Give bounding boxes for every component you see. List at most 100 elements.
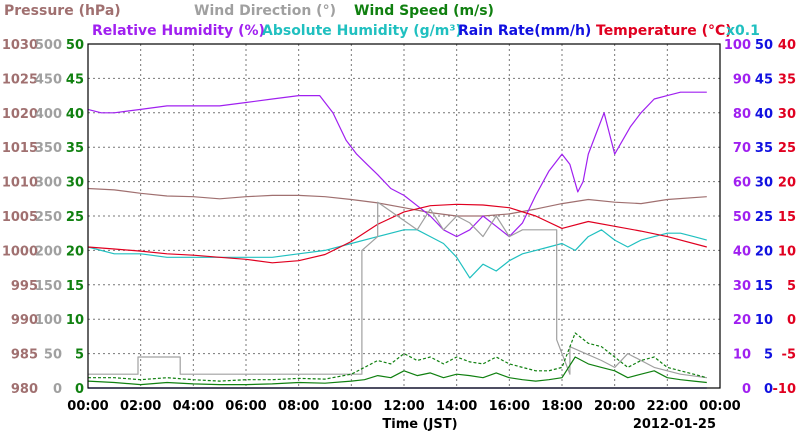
- tick-label-humidity: 80: [733, 107, 751, 122]
- tick-label-rain: 5: [764, 348, 773, 363]
- tick-label-wind_dir: 50: [44, 348, 62, 363]
- tick-label-rain: 25: [755, 210, 773, 225]
- tick-label-wind_speed: 25: [66, 210, 84, 225]
- tick-label-rain: 20: [755, 244, 773, 259]
- tick-label-rain: 15: [755, 279, 773, 294]
- tick-label-wind_dir: 200: [35, 244, 62, 259]
- x-tick-label: 16:00: [489, 399, 530, 414]
- tick-label-pressure: 1010: [2, 176, 38, 191]
- tick-label-pressure: 1020: [2, 107, 38, 122]
- legend-item: Wind Direction (°): [194, 3, 336, 19]
- legend-item: Temperature (°C): [596, 23, 732, 39]
- tick-label-wind_speed: 0: [75, 382, 84, 397]
- series-line-wind-direction: [88, 201, 707, 379]
- tick-label-pressure: 995: [11, 279, 38, 294]
- series-line-pressure: [87, 187, 707, 217]
- tick-label-wind_dir: 500: [35, 38, 62, 53]
- tick-label-humidity: 100: [724, 38, 751, 53]
- tick-label-wind_speed: 40: [66, 107, 84, 122]
- tick-label-wind_speed: 15: [66, 279, 84, 294]
- tick-label-wind_speed: 35: [66, 141, 84, 156]
- tick-label-wind_speed: 45: [66, 72, 84, 87]
- tick-label-pressure: 1025: [2, 72, 38, 87]
- tick-label-humidity: 50: [733, 210, 751, 225]
- tick-label-temperature: 30: [778, 107, 796, 122]
- x-tick-label: 08:00: [278, 399, 319, 414]
- tick-label-pressure: 1005: [2, 210, 38, 225]
- date-label: 2012-01-25: [633, 417, 716, 432]
- tick-label-temperature: 15: [778, 210, 796, 225]
- tick-label-wind_speed: 10: [66, 313, 84, 328]
- tick-label-rain: 40: [755, 107, 773, 122]
- tick-label-temperature: 20: [778, 176, 796, 191]
- tick-label-rain: 35: [755, 141, 773, 156]
- tick-label-rain: 30: [755, 176, 773, 191]
- x-tick-label: 00:00: [67, 399, 108, 414]
- plot-frame: [87, 43, 721, 389]
- x-tick-label: 00:00: [699, 399, 740, 414]
- tick-label-wind_speed: 50: [66, 38, 84, 53]
- tick-label-pressure: 980: [11, 382, 38, 397]
- tick-label-humidity: 60: [733, 176, 751, 191]
- series-line-absolute-humidity: [87, 229, 707, 279]
- tick-label-wind_dir: 250: [35, 210, 62, 225]
- tick-label-humidity: 10: [733, 348, 751, 363]
- tick-label-wind_speed: 20: [66, 244, 84, 259]
- tick-label-temperature: -10: [773, 382, 797, 397]
- tick-label-wind_speed: 30: [66, 176, 84, 191]
- series-line-wind-speed: [87, 356, 707, 386]
- tick-label-wind_dir: 400: [35, 107, 62, 122]
- tick-label-temperature: 10: [778, 244, 796, 259]
- tick-label-rain: 10: [755, 313, 773, 328]
- tick-label-temperature: 35: [778, 72, 796, 87]
- tick-label-wind_speed: 5: [75, 348, 84, 363]
- grid: [88, 44, 720, 388]
- tick-label-humidity: 20: [733, 313, 751, 328]
- tick-label-temperature: 40: [778, 38, 796, 53]
- tick-label-pressure: 1030: [2, 38, 38, 53]
- tick-label-rain: 0: [764, 382, 773, 397]
- tick-label-wind_dir: 150: [35, 279, 62, 294]
- tick-label-temperature: 0: [787, 313, 796, 328]
- x-tick-label: 18:00: [541, 399, 582, 414]
- tick-label-humidity: 40: [733, 244, 751, 259]
- tick-label-wind_dir: 100: [35, 313, 62, 328]
- tick-label-pressure: 1015: [2, 141, 38, 156]
- tick-label-rain: 45: [755, 72, 773, 87]
- tick-label-temperature: -5: [782, 348, 796, 363]
- tick-label-wind_dir: 0: [53, 382, 62, 397]
- x-axis-label: Time (JST): [382, 417, 457, 432]
- x-tick-label: 22:00: [647, 399, 688, 414]
- x-tick-label: 02:00: [120, 399, 161, 414]
- tick-label-rain: 50: [755, 38, 773, 53]
- tick-label-wind_dir: 300: [35, 176, 62, 191]
- series-line-wind-speed-max: [88, 332, 707, 382]
- legend-item: Rain Rate(mm/h): [458, 23, 591, 39]
- x-tick-label: 06:00: [225, 399, 266, 414]
- tick-label-temperature: 5: [787, 279, 796, 294]
- tick-label-pressure: 990: [11, 313, 38, 328]
- tick-label-humidity: 70: [733, 141, 751, 156]
- legend-item: Wind Speed (m/s): [354, 3, 494, 19]
- series-line-relative-humidity: [87, 91, 707, 238]
- series-line-temperature: [87, 203, 707, 264]
- tick-label-humidity: 0: [742, 382, 751, 397]
- tick-label-temperature: 25: [778, 141, 796, 156]
- tick-label-humidity: 30: [733, 279, 751, 294]
- x-tick-label: 12:00: [383, 399, 424, 414]
- tick-label-pressure: 1000: [2, 244, 38, 259]
- tick-label-wind_dir: 450: [35, 72, 62, 87]
- tick-label-humidity: 90: [733, 72, 751, 87]
- legend-item: Pressure (hPa): [4, 3, 121, 19]
- x-tick-label: 04:00: [173, 399, 214, 414]
- legend-item: x0.1: [726, 23, 760, 39]
- x-tick-label: 10:00: [331, 399, 372, 414]
- legend-item: Absolute Humidity (g/m³): [262, 23, 462, 39]
- legend-item: Relative Humidity (%): [92, 23, 265, 39]
- x-tick-label: 14:00: [436, 399, 477, 414]
- tick-label-wind_dir: 350: [35, 141, 62, 156]
- tick-label-pressure: 985: [11, 348, 38, 363]
- x-tick-label: 20:00: [594, 399, 635, 414]
